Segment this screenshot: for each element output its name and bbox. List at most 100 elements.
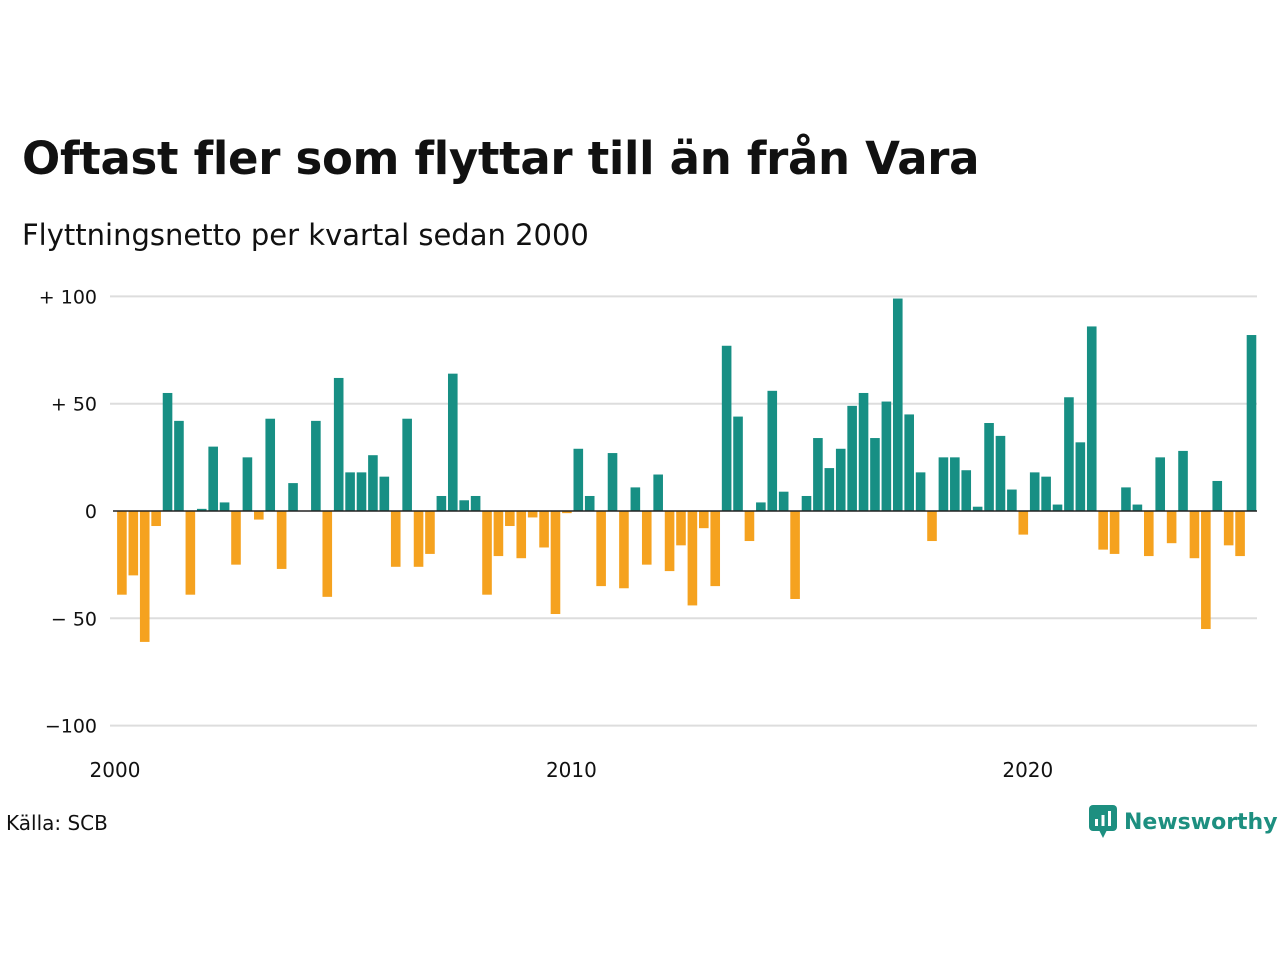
bar — [402, 418, 412, 511]
x-tick-label: 2010 — [546, 758, 597, 782]
bar — [425, 511, 435, 554]
bar — [1155, 457, 1166, 511]
bar — [961, 470, 972, 511]
bar — [185, 511, 196, 595]
bar — [1223, 511, 1234, 546]
bar — [881, 401, 892, 511]
y-tick-label: + 100 — [39, 286, 97, 308]
bar — [584, 495, 595, 511]
bar — [687, 511, 698, 606]
bar — [653, 474, 663, 511]
bar — [1166, 511, 1177, 544]
chart-subtitle: Flyttningsnetto per kvartal sedan 2000 — [22, 218, 589, 252]
bar — [1144, 511, 1154, 557]
bar — [333, 377, 344, 511]
bar — [744, 511, 755, 542]
bar — [470, 495, 481, 511]
bar — [721, 345, 732, 511]
bar — [892, 298, 903, 511]
bar — [619, 511, 629, 589]
bar — [219, 502, 230, 511]
bar — [1235, 511, 1245, 557]
x-tick-labels: 2000 2010 2020 — [90, 758, 1054, 782]
bar — [950, 457, 960, 511]
bar — [938, 457, 949, 511]
y-tick-label: −100 — [45, 716, 97, 738]
y-tick-labels: + 100 + 50 0 − 50 −100 — [39, 286, 97, 737]
newsworthy-logo-icon — [1089, 805, 1117, 838]
brand-name: Newsworthy — [1124, 809, 1278, 835]
chart-title: Oftast fler som flyttar till än från Var… — [22, 132, 980, 185]
source-label: Källa: SCB — [6, 811, 108, 835]
bar — [733, 416, 743, 511]
bar — [1121, 487, 1131, 511]
bar — [790, 511, 800, 599]
bar — [1064, 397, 1074, 511]
bar — [322, 511, 333, 597]
bar — [196, 508, 207, 511]
bar — [858, 392, 869, 511]
bar — [311, 420, 321, 511]
bar — [379, 476, 390, 511]
bar — [1041, 476, 1051, 511]
bar — [813, 438, 823, 511]
bar — [242, 457, 253, 511]
bar — [630, 487, 641, 511]
bar — [539, 511, 549, 548]
bar — [1007, 489, 1017, 511]
bar — [550, 511, 561, 615]
bar — [573, 448, 584, 511]
bar — [676, 511, 686, 546]
x-tick-label: 2020 — [1002, 758, 1053, 782]
y-tick-label: − 50 — [51, 608, 97, 630]
bar — [870, 438, 880, 511]
bar — [276, 511, 287, 569]
bar — [436, 495, 447, 511]
bar — [117, 511, 127, 595]
bar — [345, 472, 355, 511]
bar — [756, 502, 766, 511]
bar — [904, 414, 914, 511]
bar — [265, 418, 276, 511]
bar — [847, 405, 857, 511]
bars — [117, 298, 1257, 642]
brand-logo: Newsworthy — [1088, 804, 1278, 840]
bar — [596, 511, 606, 587]
y-tick-label: 0 — [85, 501, 97, 523]
bar — [390, 511, 401, 567]
bar — [527, 511, 538, 518]
bar — [254, 511, 264, 520]
bar — [927, 511, 937, 542]
bar — [995, 435, 1006, 511]
bar — [1178, 450, 1188, 511]
bar — [1189, 511, 1200, 559]
bar — [151, 511, 161, 527]
bar — [1098, 511, 1108, 550]
bar — [356, 472, 367, 511]
y-tick-label: + 50 — [51, 394, 97, 416]
bar — [1086, 326, 1097, 511]
bar-chart: + 100 + 50 0 − 50 −100 2000 2010 2020 — [39, 286, 1257, 782]
bar — [447, 373, 458, 511]
bar — [1109, 511, 1120, 554]
bar — [231, 511, 241, 565]
bar — [139, 511, 150, 642]
bar — [1132, 504, 1143, 511]
bar — [699, 511, 709, 529]
bar — [1029, 472, 1040, 511]
bar — [1246, 335, 1257, 511]
bar — [1212, 480, 1223, 511]
bar — [1018, 511, 1029, 535]
bar — [835, 448, 846, 511]
bar — [824, 468, 835, 511]
bar — [972, 506, 983, 511]
bar — [915, 472, 926, 511]
bar — [162, 392, 173, 511]
bar — [1075, 442, 1086, 511]
bar — [984, 423, 994, 511]
bar — [801, 495, 812, 511]
bar — [493, 511, 504, 557]
bar — [607, 453, 618, 511]
bar — [1201, 511, 1211, 630]
bar — [778, 491, 789, 511]
